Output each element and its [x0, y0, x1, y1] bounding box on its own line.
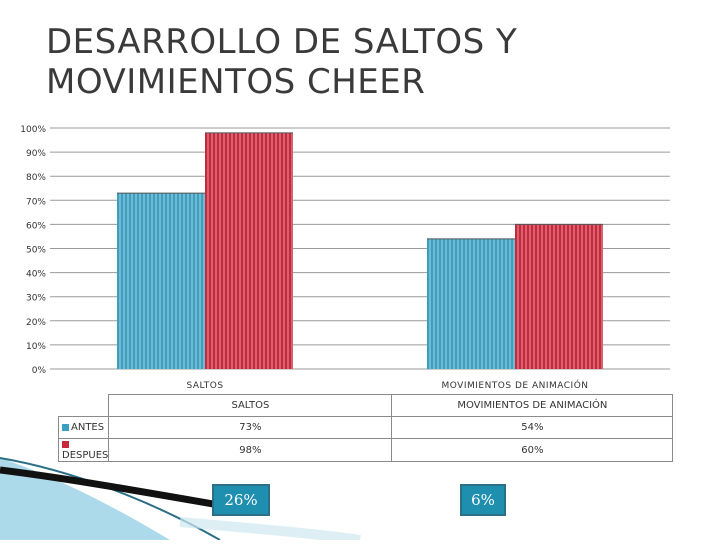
y-tick-label: 30%	[26, 294, 46, 304]
y-tick-label: 80%	[26, 173, 46, 183]
page-title: DESARROLLO DE SALTOS Y MOVIMIENTOS CHEER	[46, 22, 518, 102]
y-tick-label: 40%	[26, 270, 46, 280]
antes-swatch	[62, 423, 69, 431]
bar-antes-0	[117, 192, 205, 369]
table-cell: 73%	[108, 416, 393, 439]
y-tick-label: 20%	[26, 318, 46, 328]
y-tick-label: 100%	[20, 125, 46, 135]
table-header-row: SALTOS MOVIMIENTOS DE ANIMACIÓN	[59, 394, 674, 417]
data-table: SALTOS MOVIMIENTOS DE ANIMACIÓN ANTES 73…	[57, 394, 674, 462]
x-category-label: MOVIMIENTOS DE ANIMACIÓN	[441, 379, 588, 391]
table-row: DESPUES 98% 60%	[57, 438, 674, 462]
y-tick-label: 90%	[26, 149, 46, 159]
y-tick-label: 60%	[26, 221, 46, 231]
y-tick-label: 50%	[26, 246, 46, 256]
table-row: ANTES 73% 54%	[57, 416, 674, 439]
despues-swatch	[62, 440, 69, 448]
bar-despues-0	[205, 132, 293, 369]
y-tick-label: 0%	[32, 366, 47, 376]
x-category-label: SALTOS	[186, 381, 223, 391]
difference-movimientos: 6%	[460, 484, 506, 516]
bar-antes-1	[427, 238, 515, 369]
y-tick-label: 10%	[26, 342, 46, 352]
table-header-movimientos: MOVIMIENTOS DE ANIMACIÓN	[391, 394, 674, 417]
table-header-saltos: SALTOS	[108, 394, 393, 417]
bar-despues-1	[515, 223, 603, 369]
table-cell: 54%	[391, 416, 674, 439]
difference-saltos: 26%	[212, 484, 270, 516]
y-tick-label: 70%	[26, 197, 46, 207]
table-row-label: DESPUES	[57, 438, 110, 462]
table-cell: 98%	[108, 438, 393, 462]
table-row-label: ANTES	[57, 416, 110, 439]
table-cell: 60%	[391, 438, 674, 462]
